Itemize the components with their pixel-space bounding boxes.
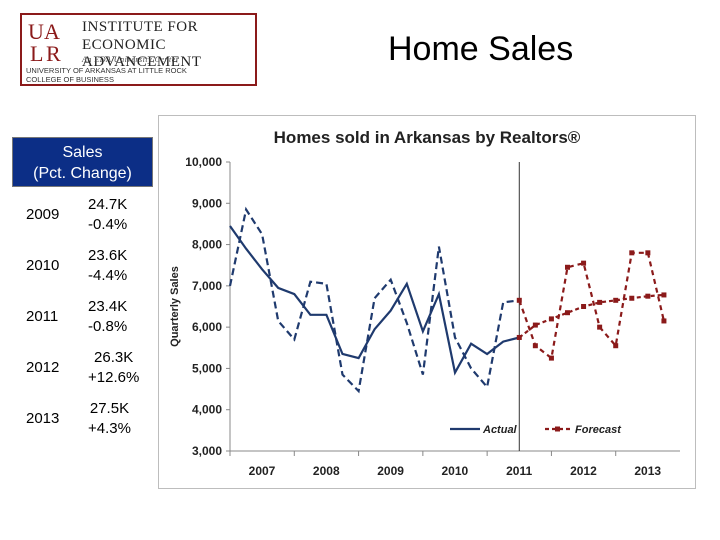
table-row: 2010 23.6K -4.4% (12, 239, 153, 290)
table-sales: 26.3K (94, 349, 134, 366)
table-change: +12.6% (88, 369, 140, 386)
y-tick-label: 7,000 (192, 279, 222, 293)
logo-line-4: UNIVERSITY OF ARKANSAS AT LITTLE ROCK (26, 66, 187, 75)
forecast-point (565, 264, 570, 270)
chart-frame (158, 115, 696, 489)
x-tick-label: 2007 (249, 464, 276, 478)
table-values: 26.3K +12.6% (88, 348, 139, 388)
table-values: 27.5K +4.3% (88, 399, 131, 439)
forecast-point (597, 324, 603, 330)
svg-text:L: L (30, 41, 43, 65)
x-tick-label: 2008 (313, 464, 340, 478)
forecast-point (645, 250, 651, 256)
y-tick-label: 8,000 (192, 238, 222, 252)
table-sales: 27.5K (89, 400, 130, 417)
forecast-dashed-line (518, 251, 665, 361)
table-row: 2009 24.7K -0.4% (12, 188, 153, 239)
table-header: Sales (Pct. Change) (12, 137, 153, 187)
svg-text:U: U (28, 19, 44, 44)
legend-forecast-label: Forecast (575, 424, 622, 436)
forecast-point (661, 292, 667, 298)
slide-title: Home Sales (388, 30, 574, 68)
table-year: 2010 (26, 257, 60, 274)
chart-title: Homes sold in Arkansas by Realtors® (274, 128, 581, 147)
forecast-trend-line (518, 293, 664, 339)
forecast-point (581, 260, 587, 266)
table-change: -0.4% (88, 216, 128, 233)
x-tick-label: 2011 (506, 464, 532, 478)
table-values: 23.6K -4.4% (88, 246, 127, 286)
forecast-point (613, 343, 619, 349)
y-axis-label: Quarterly Sales (169, 266, 181, 347)
forecast-point (581, 304, 587, 309)
y-tick-label: 9,000 (192, 196, 222, 210)
forecast-point (629, 295, 635, 301)
table-change: -0.8% (88, 318, 128, 335)
logo-line-1: INSTITUTE FOR (82, 19, 199, 35)
forecast-point (661, 318, 667, 324)
forecast-point (516, 297, 522, 303)
forecast-point (645, 293, 651, 299)
svg-text:A: A (44, 19, 60, 44)
forecast-point (548, 316, 554, 322)
forecast-point (629, 250, 635, 256)
forecast-point (548, 355, 554, 361)
table-row: 2011 23.4K -0.8% (12, 290, 153, 341)
ualr-logo: U A L R INSTITUTE FOR ECONOMIC ADVANCEME… (20, 13, 257, 86)
y-tick-label: 5,000 (192, 361, 222, 375)
legend-forecast-marker (555, 426, 560, 432)
table-row: 2013 27.5K +4.3% (12, 392, 153, 443)
y-tick-label: 10,000 (185, 155, 222, 169)
table-change: +4.3% (88, 420, 131, 437)
actual-solid-line (229, 225, 520, 376)
forecast-point (565, 310, 570, 316)
table-values: 24.7K -0.4% (88, 195, 127, 235)
table-sales: 23.6K (88, 247, 128, 264)
forecast-point (532, 343, 538, 349)
y-tick-label: 3,000 (192, 444, 222, 458)
legend-actual-label: Actual (482, 424, 518, 436)
actual-dashed-line (228, 206, 520, 394)
forecast-point (532, 322, 538, 328)
forecast-point (597, 299, 603, 305)
x-tick-label: 2009 (377, 464, 404, 478)
logo-line-2: ECONOMIC ADVANCEMENT (82, 37, 202, 70)
table-sales: 24.7K (88, 196, 128, 213)
table-year: 2011 (26, 308, 59, 325)
table-row: 2012 26.3K +12.6% (12, 341, 153, 392)
x-tick-label: 2012 (570, 464, 597, 478)
forecast-point (613, 297, 619, 303)
x-tick-label: 2013 (634, 464, 661, 478)
logo-line-5: COLLEGE OF BUSINESS (26, 75, 114, 84)
home-sales-chart: Homes sold in Arkansas by Realtors® Quart… (169, 128, 680, 478)
table-year: 2013 (26, 410, 60, 427)
table-change: -4.4% (88, 267, 128, 284)
y-tick-label: 4,000 (192, 403, 222, 417)
table-year: 2012 (26, 359, 60, 376)
table-year: 2009 (26, 206, 60, 223)
table-sales: 23.4K (88, 298, 128, 315)
svg-text:R: R (46, 41, 61, 65)
table-values: 23.4K -0.8% (88, 297, 127, 337)
y-tick-label: 6,000 (192, 320, 222, 334)
logo-line-3: An EDA University Center (82, 55, 180, 64)
x-tick-label: 2010 (442, 464, 469, 478)
ualr-monogram-icon: U A L R (28, 19, 61, 65)
forecast-point (516, 334, 522, 340)
